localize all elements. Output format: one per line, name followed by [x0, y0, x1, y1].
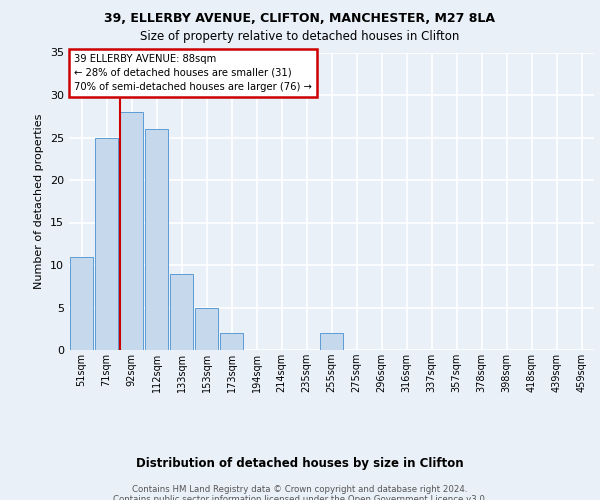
Bar	[145, 129, 168, 350]
Bar	[170, 274, 193, 350]
Text: 39, ELLERBY AVENUE, CLIFTON, MANCHESTER, M27 8LA: 39, ELLERBY AVENUE, CLIFTON, MANCHESTER,…	[104, 12, 496, 26]
Text: Distribution of detached houses by size in Clifton: Distribution of detached houses by size …	[136, 458, 464, 470]
Y-axis label: Number of detached properties: Number of detached properties	[34, 114, 44, 289]
Bar	[220, 333, 243, 350]
Text: Size of property relative to detached houses in Clifton: Size of property relative to detached ho…	[140, 30, 460, 43]
Text: 39 ELLERBY AVENUE: 88sqm
← 28% of detached houses are smaller (31)
70% of semi-d: 39 ELLERBY AVENUE: 88sqm ← 28% of detach…	[74, 54, 312, 92]
Bar	[95, 138, 118, 350]
Bar	[120, 112, 143, 350]
Bar	[320, 333, 343, 350]
Text: Contains HM Land Registry data © Crown copyright and database right 2024.
Contai: Contains HM Land Registry data © Crown c…	[113, 485, 487, 500]
Bar	[195, 308, 218, 350]
Bar	[70, 256, 93, 350]
